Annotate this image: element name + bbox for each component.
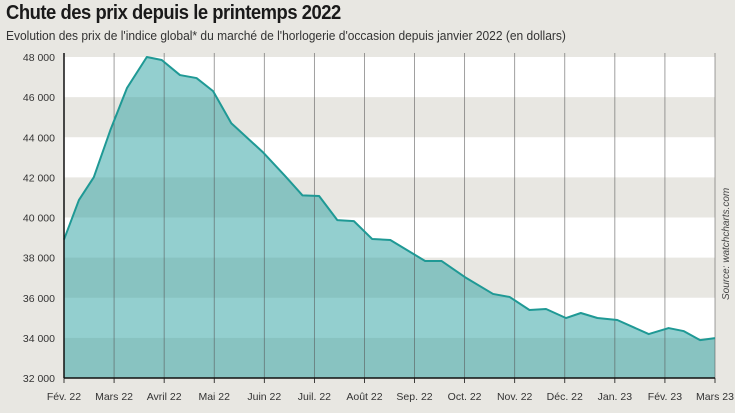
y-tick-label: 36 000 bbox=[23, 293, 55, 305]
series-line bbox=[63, 56, 716, 342]
y-tick-label: 34 000 bbox=[23, 333, 55, 345]
x-tick-label: Déc. 22 bbox=[547, 391, 583, 403]
y-tick-label: 44 000 bbox=[23, 132, 55, 144]
chart-subtitle: Evolution des prix de l'indice global* d… bbox=[6, 29, 566, 43]
x-tick-label: Juil. 22 bbox=[298, 391, 331, 403]
x-tick-label: Fév. 22 bbox=[47, 391, 81, 403]
x-tick-label: Mai 22 bbox=[198, 391, 230, 403]
x-tick-label: Août 22 bbox=[346, 391, 382, 403]
x-tick-label: Oct. 22 bbox=[448, 391, 482, 403]
x-tick-label: Juin 22 bbox=[247, 391, 281, 403]
y-tick-label: 32 000 bbox=[23, 373, 55, 385]
area-fill bbox=[64, 57, 715, 378]
y-tick-label: 46 000 bbox=[23, 92, 55, 104]
x-tick-label: Sep. 22 bbox=[396, 391, 432, 403]
source-note: Source: watchcharts.com bbox=[721, 187, 732, 300]
y-tick-label: 42 000 bbox=[23, 172, 55, 184]
x-tick-label: Fév. 23 bbox=[648, 391, 682, 403]
x-tick-label: Mars 22 bbox=[95, 391, 133, 403]
y-tick-label: 38 000 bbox=[23, 253, 55, 265]
x-tick-label: Nov. 22 bbox=[497, 391, 533, 403]
chart-title: Chute des prix depuis le printemps 2022 bbox=[6, 2, 341, 24]
y-tick-label: 40 000 bbox=[23, 213, 55, 225]
y-tick-label: 48 000 bbox=[23, 52, 55, 64]
x-tick-label: Mars 23 bbox=[696, 391, 734, 403]
x-tick-label: Jan. 23 bbox=[598, 391, 633, 403]
x-tick-label: Avril 22 bbox=[147, 391, 182, 403]
